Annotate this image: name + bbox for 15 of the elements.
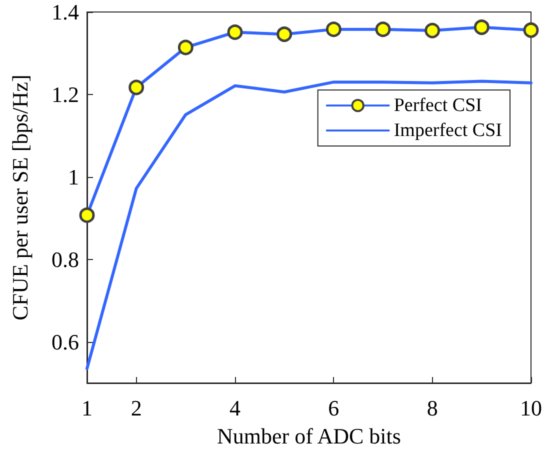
x-tick-label: 8: [426, 396, 438, 420]
x-axis-title: Number of ADC bits: [217, 424, 401, 448]
y-axis-title: CFUE per user SE [bps/Hz]: [8, 74, 32, 320]
legend-label: Imperfect CSI: [394, 120, 502, 141]
x-tick-label: 2: [130, 396, 142, 420]
x-tick-label: 6: [328, 396, 340, 420]
legend-label: Perfect CSI: [394, 95, 482, 116]
x-tick-label: 4: [230, 396, 240, 420]
y-tick-label: 1: [68, 164, 79, 190]
y-tick-label: 0.6: [52, 329, 79, 354]
y-tick-label: 1.2: [52, 82, 79, 107]
x-tick-label: 10: [520, 396, 542, 420]
y-tick-label: 0.8: [52, 246, 79, 272]
line-series: [86, 80, 532, 370]
y-tick-label: 1.4: [52, 0, 79, 24]
